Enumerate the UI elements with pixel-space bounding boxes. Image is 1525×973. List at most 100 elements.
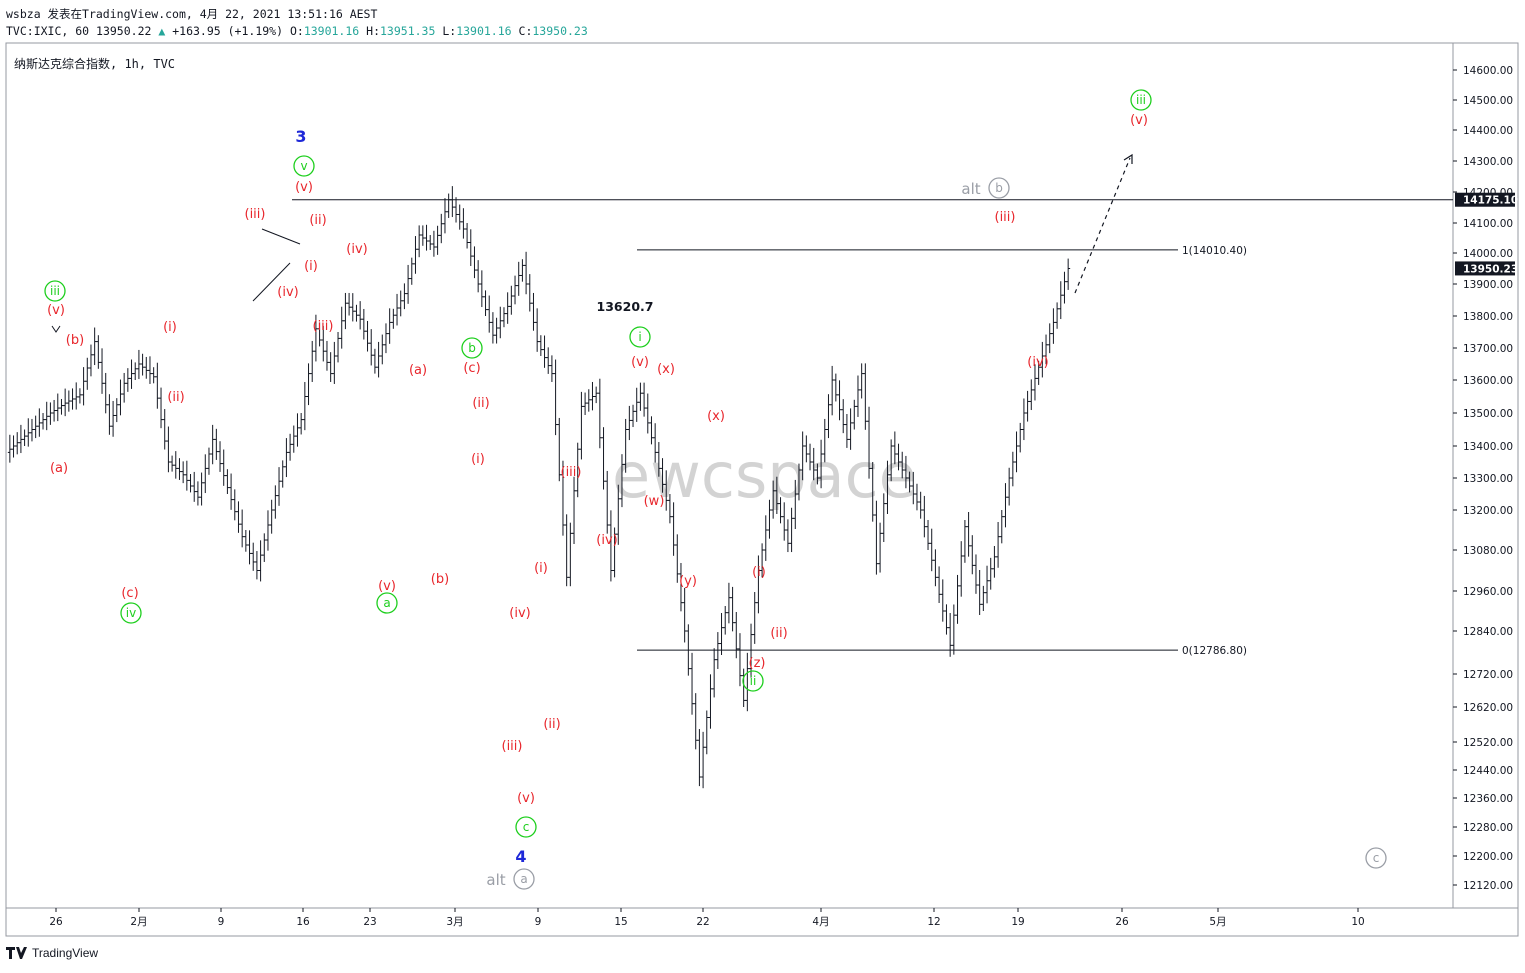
- wave-label-minor: (ii): [472, 396, 489, 411]
- price-tick-label: 12520.00: [1463, 737, 1513, 749]
- wave-label-v: v: [300, 159, 307, 173]
- wave-label-minor: (i): [534, 561, 548, 576]
- tradingview-logo-icon: [6, 947, 27, 959]
- time-tick-label: 3月: [446, 916, 463, 928]
- time-tick-label: 9: [535, 916, 542, 928]
- time-tick-label: 19: [1011, 916, 1024, 928]
- wave-label-minor: (v): [517, 791, 535, 806]
- close-value: 13950.23: [532, 24, 588, 38]
- open-value: 13901.16: [303, 24, 360, 38]
- time-tick-label: 12: [927, 916, 940, 928]
- wave-label-minor: (iii): [561, 465, 582, 480]
- alt-label-b: b: [995, 181, 1003, 195]
- wave-label-minor: (i): [471, 452, 485, 467]
- price-tag-label: 13950.23: [1463, 263, 1518, 275]
- time-tick-label: 26: [49, 916, 63, 928]
- price-axis: 12120.00 12200.00 12280.00 12360.00 12440.00…: [1453, 65, 1518, 892]
- time-tick-label: 15: [614, 916, 627, 928]
- time-tick-label: 2月: [130, 916, 147, 928]
- price-tick-label: 14400.00: [1463, 125, 1513, 137]
- horizontal-lines: 1(14010.40) 0(12786.80): [292, 199, 1453, 657]
- open-label: O:: [289, 24, 304, 38]
- wave-label-ii-circle: [742, 670, 764, 692]
- wave-label-iii: iii: [50, 284, 60, 298]
- wave-label-minor: (b): [431, 572, 449, 587]
- low-value: 13901.16: [456, 24, 512, 38]
- high-label: H:: [366, 24, 380, 38]
- high-value: 13951.35: [380, 24, 436, 38]
- footer-brand[interactable]: TradingView: [6, 946, 98, 960]
- time-tick-label: 10: [1351, 916, 1364, 928]
- high-marker-icon: [51, 325, 61, 333]
- price-tick-label: 13700.00: [1463, 343, 1513, 355]
- wave-label-minor: (iv): [509, 606, 530, 621]
- wave-label-ii: ii: [750, 674, 757, 688]
- price-tick-label: 12840.00: [1463, 626, 1513, 638]
- wave-label-minor: (ii): [167, 390, 184, 405]
- alt-label-a-text: alt: [486, 871, 505, 889]
- price-tag: [1455, 192, 1515, 207]
- time-tick-label: 4月: [812, 916, 829, 928]
- time-tick-label: 16: [296, 916, 310, 928]
- projection-arrow-head: [1123, 153, 1133, 164]
- close-label: C:: [518, 24, 533, 38]
- wave-label-c-circle: [515, 816, 537, 838]
- symbol: TVC:IXIC, 60: [6, 24, 90, 38]
- price-tick-label: 14100.00: [1463, 218, 1513, 230]
- wave-label-minor: (z): [749, 656, 766, 671]
- wave-label-minor: (iv): [596, 533, 617, 548]
- wave-label-iii-circle: [44, 280, 66, 302]
- price-tick-label: 12120.00: [1463, 880, 1513, 892]
- wave-label-minor: (ii): [770, 626, 787, 641]
- price-tick-label: 12280.00: [1463, 822, 1513, 834]
- wave-label-minor: (v): [47, 303, 65, 318]
- low-label: L:: [442, 24, 457, 38]
- price-tick-label: 13080.00: [1463, 545, 1513, 557]
- wave-label-minor: (iv): [277, 285, 298, 300]
- wave-label-a-circle: [376, 592, 398, 614]
- price-tick-label: 12620.00: [1463, 702, 1513, 714]
- wave-label-3: 3: [295, 127, 306, 146]
- price-tick-label: 13500.00: [1463, 408, 1513, 420]
- wave-label-a: a: [383, 596, 390, 610]
- wave-label-minor: (a): [409, 363, 427, 378]
- wave-label-minor: (v): [1130, 113, 1148, 128]
- price-level-label: 1(14010.40): [1182, 245, 1247, 257]
- price-tick-label: 12960.00: [1463, 586, 1513, 598]
- alt-label-b-text: alt: [961, 180, 980, 198]
- price-tick-label: 12440.00: [1463, 765, 1513, 777]
- plot-frame: [5, 42, 1519, 937]
- wave-label-minor: (ii): [309, 213, 326, 228]
- price-tag-label: 14175.10: [1463, 195, 1518, 207]
- time-tick-label: 26: [1115, 916, 1129, 928]
- time-tick-label: 23: [363, 916, 376, 928]
- wave-label-minor: (iii): [245, 207, 266, 222]
- wave-label-iii-target: iii: [1136, 93, 1146, 107]
- up-triangle-icon: ▲: [158, 24, 166, 38]
- wave-label-minor: (ii): [543, 717, 560, 732]
- alt-label-c-circle: [1365, 847, 1387, 869]
- alt-label-a: a: [520, 872, 527, 886]
- wave-label-b-circle: [461, 337, 483, 359]
- wave-label-minor: (iv): [1027, 355, 1048, 370]
- wave-label-c: c: [523, 820, 530, 834]
- price-bars: [7, 186, 1071, 789]
- price-annotation: 13620.7: [597, 299, 654, 314]
- wave-label-minor: (w): [644, 494, 665, 509]
- wave-label-minor: (i): [163, 320, 177, 335]
- time-tick-label: 9: [218, 916, 225, 928]
- alt-label-c: c: [1373, 851, 1380, 865]
- price-tick-label: 14300.00: [1463, 156, 1513, 168]
- time-axis: 26 2月 9 16 23 3月 9 15 22 4月 12 19 26 5月 10: [49, 908, 1365, 928]
- time-tick-label: 5月: [1209, 916, 1226, 928]
- price-tick-label: 14600.00: [1463, 65, 1513, 77]
- wave-label-minor: (iii): [502, 739, 523, 754]
- price-tick-label: 13600.00: [1463, 375, 1513, 387]
- price-tick-label: 13400.00: [1463, 441, 1513, 453]
- wave-label-iv: iv: [126, 606, 136, 620]
- price-chart[interactable]: ewcspace 1(14010.40)0(12786.80) 12120.00…: [0, 0, 1525, 940]
- price-tick-label: 13200.00: [1463, 505, 1513, 517]
- price-tick-label: 12360.00: [1463, 793, 1513, 805]
- price-tick-label: 12720.00: [1463, 669, 1513, 681]
- price-tick-label: 13800.00: [1463, 311, 1513, 323]
